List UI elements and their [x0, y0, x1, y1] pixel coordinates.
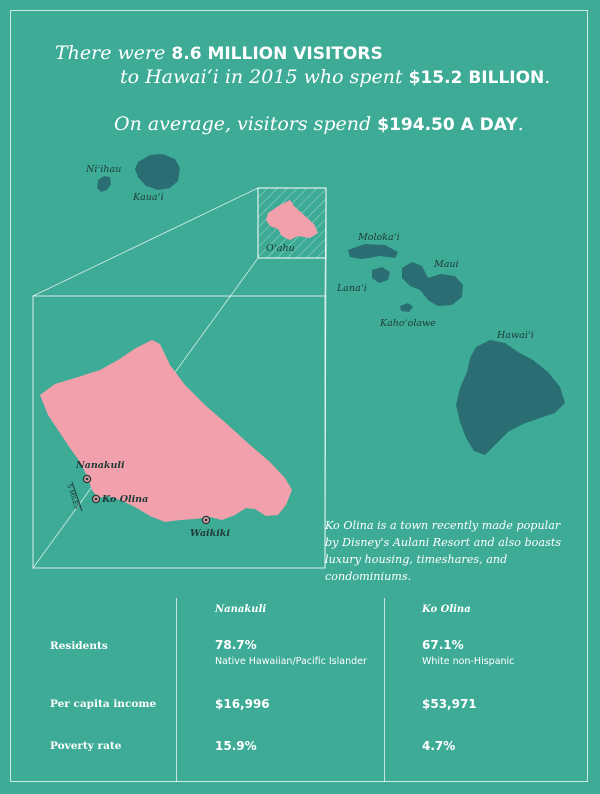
- marker-ko-olina: [91, 494, 101, 504]
- island-lanai: [372, 267, 390, 283]
- label-nanakuli: Nanakuli: [75, 460, 125, 471]
- zoom-projection-line: [324, 187, 327, 297]
- row-label-per-capita-income: Per capita income: [50, 698, 157, 710]
- label-maui: Maui: [433, 259, 459, 270]
- headline-text: On average, visitors spend: [114, 113, 378, 135]
- headline-visitors-figure: 8.6 MILLION VISITORS: [171, 44, 383, 64]
- nanakuli-income-value: $16,996: [215, 697, 270, 711]
- headline-line-2: to Hawaiʻi in 2015 who spent $15.2 BILLI…: [120, 66, 550, 88]
- island-niihau: [97, 176, 111, 192]
- table-divider: [384, 598, 385, 782]
- nanakuli-residents-value: 78.7%: [215, 638, 257, 652]
- page-border: [10, 10, 588, 782]
- nanakuli-poverty-value: 15.9%: [215, 739, 257, 753]
- ko-olina-income-value: $53,971: [422, 697, 477, 711]
- label-hawaii: Hawaiʻi: [496, 330, 534, 341]
- island-molokai: [348, 244, 398, 259]
- table-divider: [176, 598, 177, 782]
- label-waikiki: Waikiki: [190, 528, 230, 539]
- label-ko-olina: Ko Olina: [101, 494, 148, 505]
- label-oahu: Oʻahu: [266, 243, 295, 254]
- island-kauai: [135, 154, 180, 190]
- headline-text: There were: [55, 42, 172, 64]
- headline-text: to Hawaiʻi in 2015 who spent: [120, 66, 409, 88]
- ko-olina-note: Ko Olina is a town recently made popular…: [325, 519, 562, 583]
- headline-daily-figure: $194.50 A DAY: [377, 115, 518, 135]
- label-lanai: Lanaʻi: [336, 283, 367, 294]
- headline-text: .: [544, 66, 551, 88]
- label-niihau: Niʻihau: [85, 164, 121, 175]
- zoom-projection-line: [32, 187, 259, 297]
- ko-olina-residents-group: White non-Hispanic: [422, 656, 515, 667]
- label-molokai: Molokaʻi: [357, 232, 400, 243]
- headline-text: .: [517, 113, 524, 135]
- island-kahoolawe: [400, 303, 413, 312]
- column-header-ko-olina: Ko Olina: [422, 604, 471, 615]
- island-maui: [402, 262, 463, 306]
- headline-line-1: There were 8.6 MILLION VISITORS: [55, 42, 383, 64]
- marker-nanakuli: [82, 474, 92, 484]
- label-kauai: Kauaʻi: [132, 192, 164, 203]
- marker-waikiki: [201, 515, 211, 525]
- island-hawaii: [456, 340, 565, 455]
- nanakuli-residents-group: Native Hawaiian/Pacific Islander: [215, 656, 367, 667]
- scale-bar: [71, 481, 83, 512]
- island-oahu-zoomed: [40, 340, 292, 522]
- scale-label: 5 MILES: [65, 483, 81, 510]
- headline-spending-figure: $15.2 BILLION: [408, 68, 545, 88]
- headline-line-3: On average, visitors spend $194.50 A DAY…: [114, 113, 524, 135]
- ko-olina-residents-value: 67.1%: [422, 638, 464, 652]
- row-label-residents: Residents: [50, 640, 108, 652]
- ko-olina-poverty-value: 4.7%: [422, 739, 456, 753]
- row-label-poverty-rate: Poverty rate: [50, 740, 122, 752]
- label-kahoolawe: Kahoʻolawe: [379, 318, 436, 329]
- oahu-zoom-frame: [32, 295, 326, 569]
- island-oahu-small: [266, 200, 318, 240]
- column-header-nanakuli: Nanakuli: [215, 604, 267, 615]
- zoom-projection-line: [324, 257, 327, 569]
